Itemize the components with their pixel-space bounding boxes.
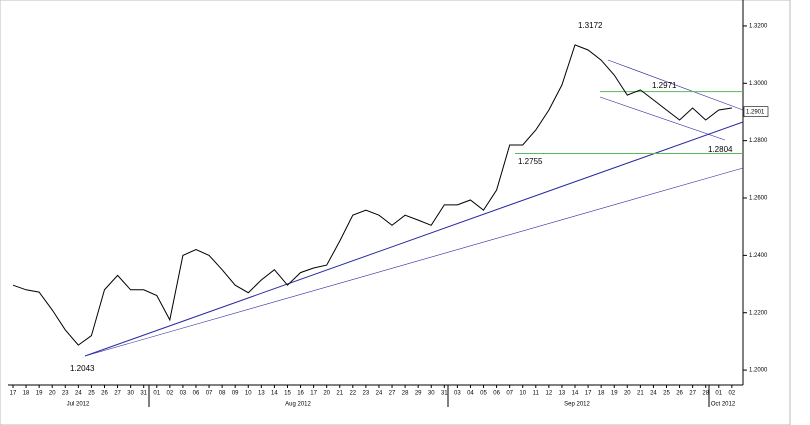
x-tick-label: 13 [258,391,265,397]
x-tick-label: 27 [114,391,121,397]
month-label: Aug 2012 [285,402,311,408]
x-tick-label: 08 [219,391,226,397]
last-price-box [743,106,769,117]
last-price-label: 1.2901 [746,109,765,115]
price-annotation: 1.2804 [708,145,733,154]
x-tick-label: 19 [611,391,618,397]
x-tick-label: 31 [441,391,448,397]
x-tick-label: 02 [729,391,736,397]
x-tick-label: 17 [585,391,592,397]
x-tick-label: 10 [245,391,252,397]
x-tick-label: 01 [715,391,722,397]
x-tick-label: 07 [206,391,213,397]
x-tick-label: 06 [193,391,200,397]
trend-line [84,121,744,357]
x-tick-label: 16 [297,391,304,397]
x-tick-label: 30 [428,391,435,397]
x-tick-label: 26 [676,391,683,397]
x-tick-label: 28 [702,391,709,397]
x-tick-label: 09 [232,391,239,397]
x-tick-label: 18 [598,391,605,397]
x-tick-label: 29 [415,391,422,397]
x-tick-label: 06 [493,391,500,397]
x-tick-label: 03 [454,391,461,397]
y-tick-label: 1.2400 [749,253,768,259]
x-tick-label: 15 [284,391,291,397]
x-tick-label: 25 [663,391,670,397]
x-tick-label: 14 [271,391,278,397]
x-tick-label: 21 [336,391,343,397]
x-tick-label: 04 [467,391,474,397]
x-tick-label: 24 [75,391,82,397]
price-annotation: 1.2755 [518,157,543,166]
y-tick-label: 1.3000 [749,81,768,87]
x-tick-label: 24 [376,391,383,397]
price-line [12,44,732,346]
x-tick-label: 23 [62,391,69,397]
x-tick-label: 07 [506,391,513,397]
price-annotation: 1.2043 [70,364,95,373]
x-tick-label: 12 [546,391,553,397]
channel-line [607,59,744,111]
x-tick-label: 17 [310,391,317,397]
month-label: Jul 2012 [67,402,90,408]
x-tick-label: 20 [49,391,56,397]
x-tick-label: 13 [559,391,566,397]
channel-line [599,96,726,141]
x-tick-label: 22 [349,391,356,397]
x-tick-label: 05 [480,391,487,397]
price-annotation: 1.3172 [578,21,603,30]
x-tick-label: 27 [389,391,396,397]
y-tick-label: 1.2600 [749,196,768,202]
x-tick-label: 21 [637,391,644,397]
x-tick-label: 14 [572,391,579,397]
x-tick-label: 02 [166,391,173,397]
x-tick-label: 27 [689,391,696,397]
x-tick-label: 28 [402,391,409,397]
x-tick-label: 10 [519,391,526,397]
x-tick-label: 23 [363,391,370,397]
x-tick-label: 01 [153,391,160,397]
x-tick-label: 19 [36,391,43,397]
x-tick-label: 26 [101,391,108,397]
y-tick-label: 1.2000 [749,368,768,374]
x-tick-label: 24 [650,391,657,397]
x-tick-label: 30 [127,391,134,397]
x-tick-label: 31 [140,391,147,397]
y-tick-label: 1.2800 [749,138,768,144]
x-tick-label: 18 [23,391,30,397]
price-annotation: 1.2971 [652,81,677,90]
x-tick-label: 20 [323,391,330,397]
x-tick-label: 20 [624,391,631,397]
y-tick-label: 1.3200 [749,24,768,30]
x-tick-label: 11 [533,391,540,397]
x-tick-label: 17 [10,391,17,397]
trend-line [84,167,744,357]
chart-frame [0,0,791,425]
x-tick-label: 03 [180,391,187,397]
month-label: Oct 2012 [711,402,736,408]
x-tick-label: 25 [88,391,95,397]
y-tick-label: 1.2200 [749,310,768,316]
month-label: Sep 2012 [564,402,590,408]
